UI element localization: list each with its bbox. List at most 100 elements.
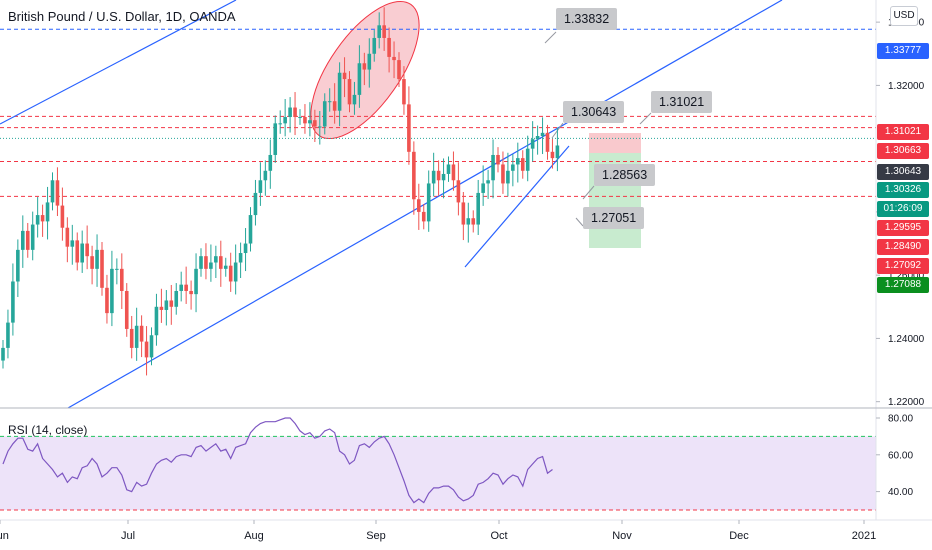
- candle-body: [214, 256, 218, 263]
- price-callout[interactable]: 1.33832: [556, 8, 618, 30]
- candle-body: [550, 151, 555, 159]
- candle-body: [243, 243, 248, 254]
- candle-body: [342, 72, 347, 80]
- price-tag: 1.30326: [877, 182, 929, 198]
- candle-body: [431, 170, 436, 184]
- candle-body: [258, 180, 263, 193]
- candle-body: [204, 256, 208, 269]
- candle-body: [545, 132, 550, 152]
- price-tag: 1.30663: [877, 143, 929, 159]
- candle-body: [40, 215, 45, 222]
- candle-body: [303, 117, 307, 124]
- price-callout[interactable]: 1.30643: [563, 101, 625, 123]
- rsi-pane: [0, 417, 876, 511]
- price-callout[interactable]: 1.27051: [583, 207, 645, 229]
- time-tick-label: Sep: [366, 530, 386, 542]
- candle-body: [476, 192, 480, 225]
- candle-body: [426, 183, 431, 222]
- candle-body: [228, 265, 233, 282]
- candle-body: [298, 117, 302, 119]
- candle-body: [367, 53, 372, 70]
- candle-body: [110, 268, 114, 314]
- candle-body: [456, 180, 461, 203]
- candle-body: [332, 101, 337, 111]
- price-callout[interactable]: 1.28563: [594, 164, 656, 186]
- candle-body: [520, 158, 525, 171]
- candle-body: [159, 306, 164, 310]
- rsi-band: [0, 436, 876, 510]
- candle-body: [283, 117, 287, 124]
- candle-body: [253, 192, 258, 216]
- candle-body: [223, 265, 228, 269]
- candle-body: [105, 287, 109, 314]
- candle-body: [248, 215, 253, 244]
- price-callout[interactable]: 1.31021: [651, 91, 713, 113]
- rsi-tick-label: 60.00: [888, 450, 913, 461]
- candle-body: [268, 154, 273, 171]
- candle-body: [25, 230, 30, 250]
- time-tick-label: Nov: [612, 530, 632, 542]
- candle-body: [486, 180, 490, 184]
- rsi-title: RSI (14, close): [8, 423, 88, 437]
- candle-body: [273, 123, 278, 155]
- rsi-tick-label: 80.00: [888, 414, 913, 425]
- time-tick-label: Dec: [729, 530, 749, 542]
- candle-body: [436, 170, 441, 181]
- candle-body: [30, 224, 35, 250]
- time-tick-label: 2021: [852, 530, 876, 542]
- candle-body: [164, 300, 169, 310]
- candle-body: [555, 145, 560, 159]
- time-tick-label: Aug: [244, 530, 264, 542]
- candle-body: [417, 199, 421, 212]
- candle-body: [238, 253, 243, 263]
- candle-body: [382, 25, 386, 38]
- candle-body: [496, 154, 500, 165]
- candle-body: [372, 37, 377, 54]
- candle-body: [149, 335, 154, 358]
- candle-body: [288, 107, 292, 118]
- candle-body: [441, 173, 446, 181]
- candle-body: [397, 60, 401, 80]
- candle-body: [120, 268, 124, 291]
- candle-body: [446, 164, 451, 174]
- candle-body: [362, 63, 367, 70]
- candle-body: [506, 170, 510, 184]
- candle-body: [392, 56, 396, 61]
- candle-body: [535, 136, 540, 140]
- candle-body: [471, 218, 476, 225]
- candle-body: [233, 262, 238, 282]
- callout-connector: [639, 112, 652, 125]
- candle-body: [80, 243, 84, 263]
- callout-connector: [582, 185, 595, 200]
- countdown-tag: 01:26:09: [877, 201, 929, 217]
- candle-body: [129, 328, 134, 348]
- candle-body: [511, 164, 515, 171]
- candle-body: [412, 151, 416, 200]
- price-tick-label: 1.22000: [888, 397, 925, 408]
- price-tag: 1.27088: [877, 277, 929, 293]
- currency-button[interactable]: USD: [890, 6, 918, 26]
- chart-title: British Pound / U.S. Dollar, 1D, OANDA: [8, 9, 236, 24]
- candle-body: [402, 79, 406, 105]
- candle-body: [16, 249, 20, 282]
- candle-body: [357, 63, 362, 95]
- rsi-line: [2, 417, 553, 504]
- candle-body: [278, 123, 282, 125]
- candle-body: [55, 180, 60, 206]
- price-tick-label: 1.32000: [888, 81, 925, 92]
- rsi-tick-label: 40.00: [888, 487, 913, 498]
- candle-body: [308, 120, 312, 124]
- candle-body: [35, 215, 40, 225]
- time-tick-label: Jul: [121, 530, 135, 542]
- candle-body: [90, 256, 94, 269]
- candle-body: [293, 107, 297, 118]
- candle-body: [352, 94, 357, 105]
- candle-body: [174, 290, 179, 307]
- candle-body: [451, 164, 456, 181]
- candle-body: [70, 240, 75, 247]
- candle-body: [75, 240, 80, 263]
- candle-body: [466, 218, 471, 225]
- time-tick-label: Oct: [490, 530, 507, 542]
- candles: [1, 7, 560, 376]
